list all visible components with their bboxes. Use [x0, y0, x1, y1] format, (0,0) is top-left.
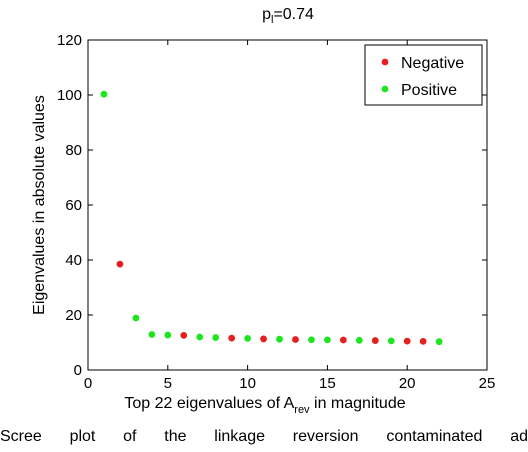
y-tick-label: 20 [65, 307, 82, 324]
x-tick-label: 5 [164, 375, 172, 392]
point-positive [244, 334, 252, 342]
legend-box [364, 44, 483, 106]
point-negative [228, 334, 236, 342]
y-tick-label: 120 [57, 32, 82, 49]
legend-label-negative: Negative [401, 55, 464, 72]
y-tick-label: 60 [65, 197, 82, 214]
y-tick-label: 100 [57, 87, 82, 104]
y-tick-label: 0 [74, 362, 82, 379]
x-tick-label: 20 [399, 375, 416, 392]
point-negative [116, 260, 124, 268]
x-tick-label: 10 [239, 375, 256, 392]
point-negative [371, 337, 379, 344]
point-negative [180, 331, 188, 339]
x-tick-label: 25 [479, 375, 496, 392]
data-points [100, 90, 443, 346]
point-positive [435, 338, 443, 346]
legend-marker-positive [381, 85, 389, 93]
point-negative [339, 336, 347, 344]
y-axis: 0 20 40 60 80 100 120 [57, 32, 487, 379]
scatter-chart: pl=0.74 0 5 10 15 20 25 0 20 40 60 80 100 120 Top 2… [31, 6, 496, 416]
figure-caption: Scree plot of the linkage reversion cont… [0, 428, 528, 445]
legend-label-positive: Positive [401, 82, 457, 99]
x-axis: 0 5 10 15 20 25 [84, 40, 496, 392]
point-positive [164, 331, 172, 339]
point-positive [387, 337, 395, 345]
point-negative [419, 338, 427, 345]
point-positive [355, 336, 363, 344]
x-tick-label: 15 [319, 375, 336, 392]
point-positive [132, 314, 140, 322]
x-tick-label: 0 [84, 375, 92, 392]
legend: Negative Positive [364, 44, 483, 106]
y-axis-label: Eigenvalues in absolute values [31, 95, 48, 315]
y-tick-label: 80 [65, 142, 82, 159]
point-positive [276, 335, 283, 343]
y-tick-label: 40 [65, 252, 82, 269]
point-positive [148, 331, 156, 338]
chart-title: pl=0.74 [262, 6, 314, 26]
legend-marker-negative [381, 58, 389, 66]
point-positive [212, 334, 220, 341]
point-positive [324, 336, 331, 344]
point-negative [292, 336, 299, 343]
point-positive [196, 333, 204, 341]
point-positive [100, 90, 108, 98]
x-axis-label: Top 22 eigenvalues of Arev in magnitude [124, 395, 405, 416]
point-negative [403, 337, 411, 345]
point-negative [260, 335, 267, 343]
point-positive [308, 336, 315, 344]
